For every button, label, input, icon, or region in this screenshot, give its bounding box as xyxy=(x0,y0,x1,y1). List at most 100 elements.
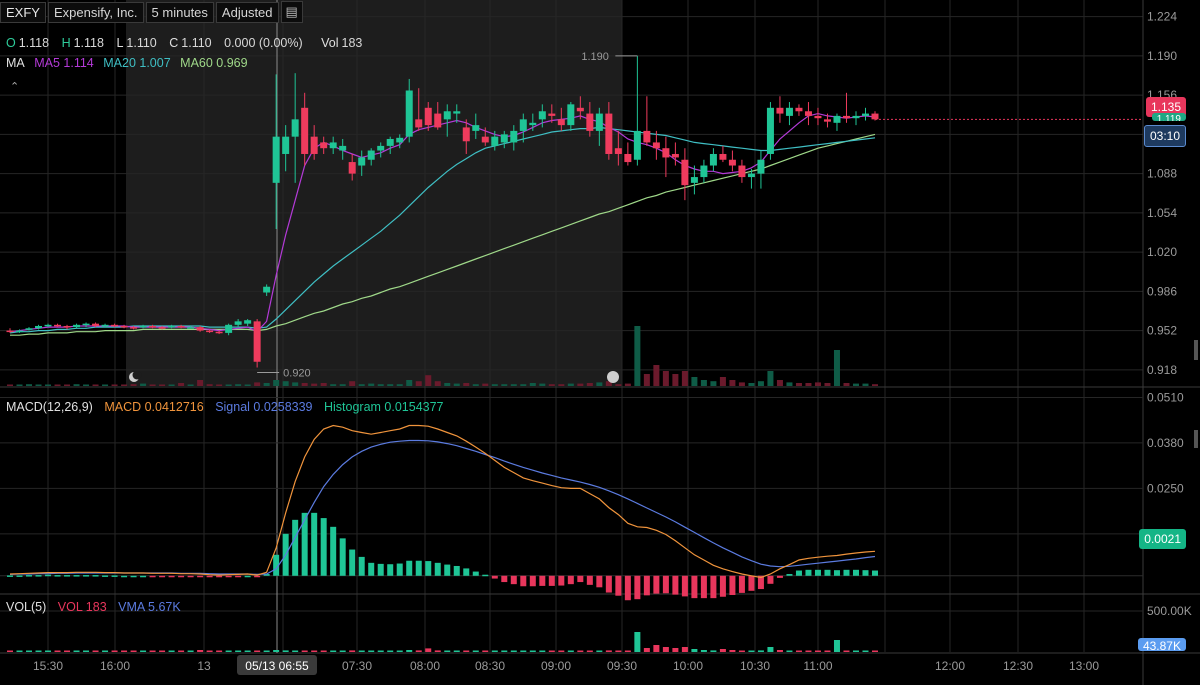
volume-bar xyxy=(235,650,242,652)
volume-bar xyxy=(45,650,52,652)
ma60-line xyxy=(10,133,876,336)
volume-bar xyxy=(197,650,204,652)
candle-body xyxy=(415,119,423,128)
volume-overlay-bar xyxy=(111,384,118,386)
macd-histogram-bar xyxy=(833,570,840,576)
volume-bar xyxy=(634,632,641,652)
candle-body xyxy=(538,111,546,120)
candle-body xyxy=(358,157,366,166)
ohlc-readout: O 1.118 H 1.118 L 1.110 C 1.110 0.000 (0.00%… xyxy=(6,36,371,50)
macd-histogram-bar xyxy=(719,575,726,597)
volume-bar xyxy=(377,650,384,652)
volume-overlay-bar xyxy=(776,380,783,386)
candle-body xyxy=(282,136,290,154)
ma-legend[interactable]: MA MA5 1.114 MA20 1.007 MA60 0.969 xyxy=(6,56,248,70)
volume-bar xyxy=(539,650,546,652)
volume-bar xyxy=(482,650,489,652)
extended-hours-shading xyxy=(126,0,622,386)
candle-body xyxy=(500,134,508,143)
vol-legend-label: VOL(5) xyxy=(6,600,47,614)
volume-bar xyxy=(596,650,603,652)
macd-histogram-bar xyxy=(396,563,403,576)
macd-histogram-bar xyxy=(605,575,612,593)
macd-histogram-bar xyxy=(795,570,802,576)
candle-body xyxy=(833,115,841,123)
macd-histogram-bar xyxy=(681,575,688,597)
macd-histogram-bar xyxy=(577,575,584,583)
volume-overlay-bar xyxy=(149,384,156,386)
macd-histogram-bar xyxy=(472,571,479,576)
ma-legend-label: MA xyxy=(6,56,25,70)
volume-overlay-bar xyxy=(92,384,99,386)
volume-overlay-bar xyxy=(7,384,13,386)
volume-bar xyxy=(396,650,403,652)
volume-overlay-bar xyxy=(463,383,470,386)
macd-histogram-bar xyxy=(805,569,812,576)
adjustment-toggle[interactable]: Adjusted xyxy=(215,1,279,23)
macd-histogram-bar xyxy=(520,575,527,587)
volume-bar xyxy=(121,650,128,652)
volume-overlay-bar xyxy=(187,384,194,386)
volume-bar xyxy=(662,647,669,652)
document-icon[interactable]: ▤ xyxy=(280,1,303,23)
volume-bar xyxy=(292,650,299,652)
candle-body xyxy=(548,113,556,116)
candle-body xyxy=(785,107,793,116)
macd-histogram-bar xyxy=(748,575,755,591)
volume-bar xyxy=(729,650,736,652)
volume-overlay-bar xyxy=(615,384,622,386)
candle-body xyxy=(728,159,736,166)
volume-bar xyxy=(320,650,327,652)
volume-overlay-bar xyxy=(567,383,574,386)
volume-overlay-bar xyxy=(605,381,612,386)
volume-bar xyxy=(206,650,213,652)
volume-overlay-bar xyxy=(273,380,280,386)
close-label: C xyxy=(169,36,179,50)
macd-tick-label: 0.0510 xyxy=(1147,390,1184,404)
macd-legend[interactable]: MACD(12,26,9) MACD 0.0412716 Signal 0.02… xyxy=(6,400,444,414)
candle-body xyxy=(158,327,166,329)
candle-body xyxy=(719,153,727,160)
volume-bar xyxy=(814,650,821,652)
toolbar: EXFY Expensify, Inc. 5 minutes Adjusted … xyxy=(0,0,305,24)
candle-body xyxy=(386,138,394,146)
vol-legend[interactable]: VOL(5) VOL 183 VMA 5.67K xyxy=(6,600,181,614)
volume-overlay-bar xyxy=(482,383,489,386)
macd-tick-label: 0.0380 xyxy=(1147,436,1184,450)
volume-overlay-bar xyxy=(872,384,878,386)
macd-histogram-bar xyxy=(301,512,308,576)
volume-overlay-bar xyxy=(681,371,688,386)
volume-overlay-bar xyxy=(491,384,498,386)
volume-bar xyxy=(453,650,460,652)
macd-histogram-bar xyxy=(624,575,631,601)
volume-overlay-bar xyxy=(225,384,232,386)
interval-selector[interactable]: 5 minutes xyxy=(145,1,214,23)
volume-bar xyxy=(263,650,270,652)
volume-bar xyxy=(216,650,223,652)
volume-bar xyxy=(358,650,365,652)
volume-overlay-bar xyxy=(349,381,356,386)
macd-histogram-bar xyxy=(244,575,251,578)
low-value: 1.110 xyxy=(126,36,157,50)
candle-body xyxy=(149,325,157,328)
volume-overlay-bar xyxy=(786,382,793,386)
candle-body xyxy=(443,111,451,120)
macd-histogram-bar xyxy=(121,575,128,578)
volume-overlay-bar xyxy=(83,384,90,386)
macd-histogram-bar xyxy=(73,575,80,577)
collapse-chevron-icon[interactable]: ⌃ xyxy=(10,81,20,93)
volume-bar xyxy=(510,650,517,652)
volume-bar xyxy=(444,650,451,652)
macd-histogram-bar xyxy=(567,575,574,585)
macd-histogram-bar xyxy=(339,538,346,576)
volume-bar xyxy=(16,650,23,652)
macd-histogram-bar xyxy=(197,575,204,578)
symbol-selector[interactable]: EXFY xyxy=(0,1,46,23)
volume-overlay-bar xyxy=(415,381,422,386)
candle-body xyxy=(671,153,679,158)
volume-bar xyxy=(491,650,498,652)
candle-body xyxy=(614,148,622,154)
price-tick-label: 0.952 xyxy=(1147,324,1177,338)
candle-body xyxy=(73,324,81,328)
